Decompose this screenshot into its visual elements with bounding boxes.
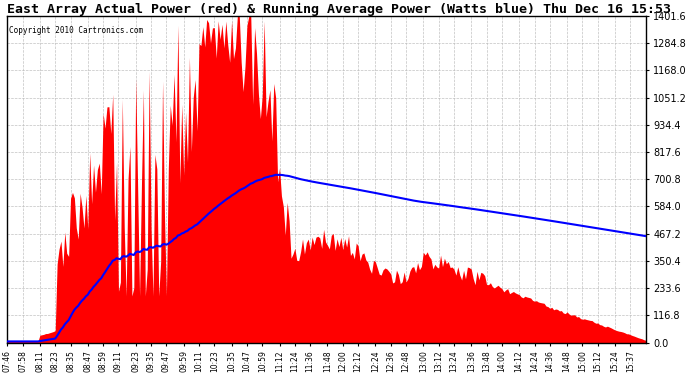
Text: Copyright 2010 Cartronics.com: Copyright 2010 Cartronics.com: [8, 26, 143, 34]
Text: East Array Actual Power (red) & Running Average Power (Watts blue) Thu Dec 16 15: East Array Actual Power (red) & Running …: [8, 3, 671, 16]
